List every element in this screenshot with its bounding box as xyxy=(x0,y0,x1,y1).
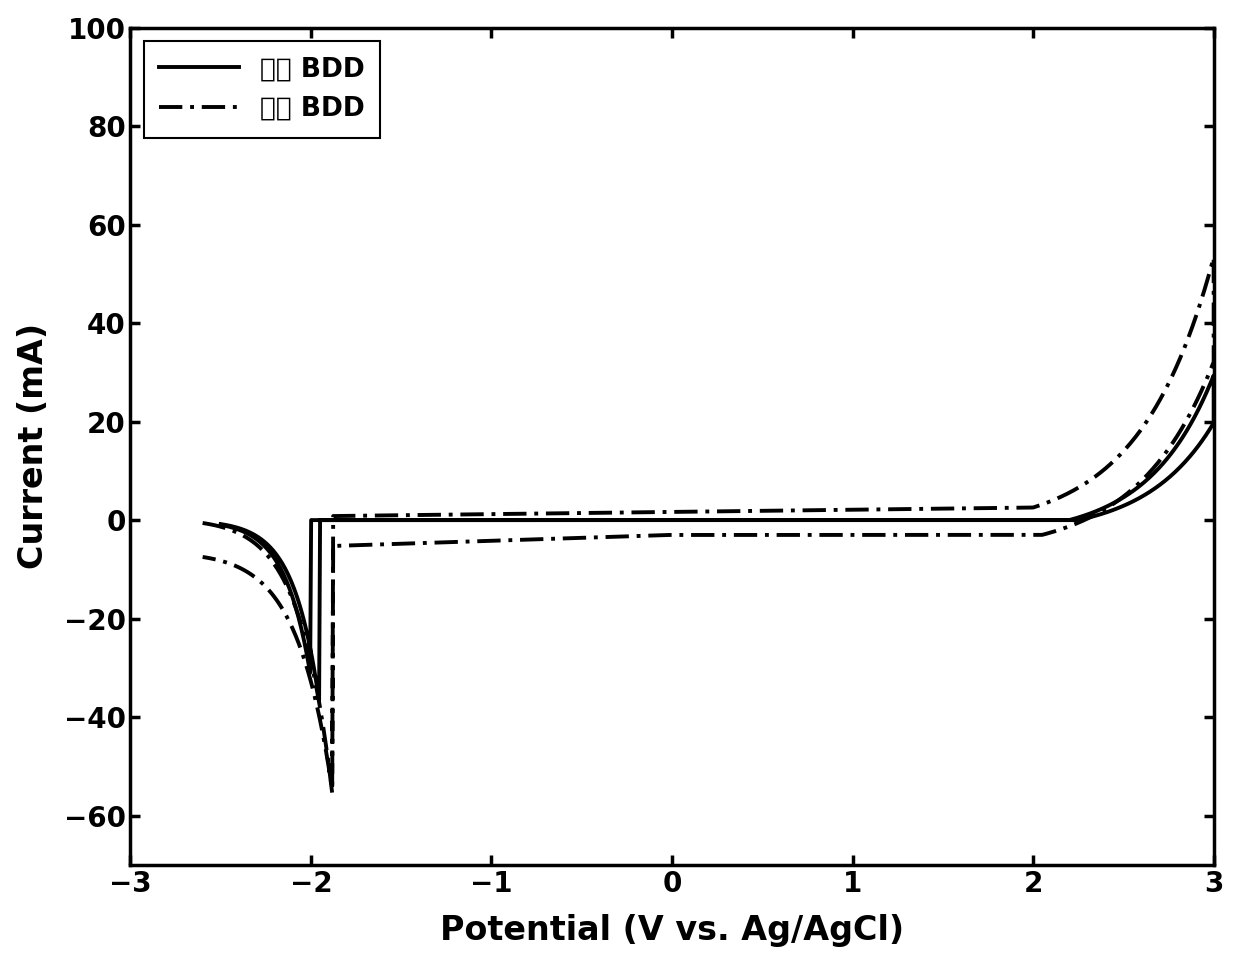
平面 BDD xyxy=(1127,484,1142,495)
多孔 BDD xyxy=(624,530,639,542)
Legend: 平面 BDD, 多孔 BDD: 平面 BDD, 多孔 BDD xyxy=(144,40,381,138)
Line: 平面 BDD: 平面 BDD xyxy=(221,375,1214,701)
X-axis label: Potential (V vs. Ag/AgCl): Potential (V vs. Ag/AgCl) xyxy=(440,914,904,948)
多孔 BDD xyxy=(253,576,268,587)
多孔 BDD xyxy=(1207,252,1221,263)
多孔 BDD xyxy=(325,788,340,799)
平面 BDD xyxy=(311,695,326,707)
平面 BDD xyxy=(213,519,228,530)
平面 BDD xyxy=(316,515,331,526)
多孔 BDD xyxy=(1126,434,1141,445)
Line: 多孔 BDD: 多孔 BDD xyxy=(202,257,1214,793)
多孔 BDD xyxy=(299,635,314,647)
多孔 BDD xyxy=(195,518,210,529)
平面 BDD xyxy=(1207,369,1221,381)
多孔 BDD xyxy=(252,575,267,586)
平面 BDD xyxy=(634,515,649,526)
平面 BDD xyxy=(270,557,285,569)
多孔 BDD xyxy=(1180,335,1195,346)
多孔 BDD xyxy=(195,551,210,563)
Y-axis label: Current (mA): Current (mA) xyxy=(16,323,50,570)
平面 BDD xyxy=(1180,423,1195,435)
平面 BDD xyxy=(213,519,228,530)
平面 BDD xyxy=(269,555,284,567)
